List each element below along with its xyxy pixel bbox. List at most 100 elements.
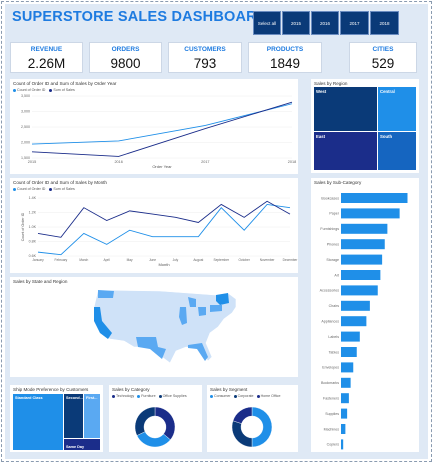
legend-item: Sum of Sales (49, 187, 75, 191)
shipmode-sameday-tile[interactable]: Same Day (64, 439, 100, 450)
donut-slice (154, 406, 176, 441)
shipmode-sameday-label: Same Day (66, 445, 85, 449)
category-label: Copiers (327, 443, 340, 447)
region-south-label: South (380, 134, 393, 139)
year-select-all-button[interactable]: Select all (253, 11, 281, 35)
florida-shape (188, 343, 208, 361)
donut-slice (251, 406, 273, 448)
subcategory-panel[interactable]: Sales by Sub-Category Bookcases Paper Furn… (311, 178, 419, 452)
year-2015-button[interactable]: 2015 (282, 11, 310, 35)
new-york-shape (216, 293, 229, 305)
month-chart-panel[interactable]: Count of Order ID and Sum of Sales by Mo… (10, 178, 298, 273)
legend-item: Sum of Sales (49, 88, 75, 92)
subcategory-bar (341, 377, 351, 388)
category-label: Bookcases (321, 196, 339, 200)
category-label: Supplies (325, 412, 339, 416)
x-tick-label: September (213, 258, 230, 262)
legend-dot-icon (49, 88, 53, 92)
legend-label: Office Supplies (162, 394, 187, 398)
kpi-revenue-card: REVENUE 2.26M (10, 42, 83, 73)
donut-slice (232, 406, 253, 424)
x-tick-label: October (239, 258, 251, 262)
us-map (93, 289, 237, 364)
kpi-orders-value: 9800 (110, 56, 141, 71)
y-tick-label: 2,000 (21, 141, 30, 145)
washington-shape (98, 290, 114, 298)
subcategory-bar (341, 285, 378, 296)
shipmode-second-tile[interactable]: Second... (64, 394, 83, 438)
region-panel[interactable]: Sales by Region West Central East South (311, 79, 419, 173)
donut-slice (134, 406, 156, 436)
legend-item: Office Supplies (158, 394, 187, 398)
shipmode-panel[interactable]: Ship Mode Preference by Customers Standa… (10, 385, 103, 452)
subcategory-bar (341, 270, 381, 280)
category-label: Labels (328, 335, 339, 339)
legend-label: Sum of Sales (53, 187, 75, 191)
subcategory-bar (341, 362, 354, 373)
legend-dot-icon (49, 187, 53, 191)
legend-dot-icon (233, 394, 237, 398)
category-label: Paper (329, 212, 339, 216)
legend-dot-icon (13, 187, 16, 191)
shipmode-first-tile[interactable]: First... (84, 394, 100, 438)
year-chart-title: Count of Order ID and Sum of Sales by Or… (13, 81, 117, 86)
map-panel[interactable]: Sales by State and Region (10, 277, 298, 377)
category-label: Furnishings (320, 227, 339, 231)
legend-label: Technology (116, 394, 135, 398)
y-tick-label: 1,500 (21, 156, 30, 160)
x-axis-title: Month (158, 262, 169, 267)
subcategory-bar (341, 208, 400, 219)
x-tick-label: November (260, 258, 276, 262)
year-chart-panel[interactable]: Count of Order ID and Sum of Sales by Or… (10, 79, 298, 174)
segment-legend: Consumer Corporate Home Office (210, 394, 280, 398)
donut-slice (231, 420, 253, 448)
region-central-tile[interactable]: Central (378, 87, 416, 131)
year-2016-button[interactable]: 2016 (311, 11, 339, 35)
category-label: Accessories (320, 289, 340, 293)
subcategory-bar (341, 439, 344, 450)
year-2018-button[interactable]: 2018 (370, 11, 399, 35)
subcategory-bar (341, 393, 349, 404)
legend-item: Furniture (137, 394, 156, 398)
category-label: Fasteners (323, 397, 339, 401)
category-label: Bookmarks (321, 381, 339, 385)
shipmode-title: Ship Mode Preference by Customers (13, 387, 89, 392)
region-south-tile[interactable]: South (378, 132, 416, 170)
subcategory-bar (341, 316, 367, 327)
kpi-products-value: 1849 (269, 56, 301, 71)
y-tick-label: 1.2K (29, 211, 37, 215)
category-panel[interactable]: Sales by Category Technology Furniture O… (109, 385, 202, 452)
legend-item: Consumer (210, 394, 231, 398)
legend-item: Corporate (233, 394, 254, 398)
subcategory-bar (341, 300, 370, 311)
category-label: Art (334, 273, 339, 277)
segment-title: Sales by Segment (210, 387, 248, 392)
subcategory-bar (341, 239, 385, 250)
x-tick-label: March (79, 258, 88, 262)
x-tick-label: February (55, 258, 68, 262)
kpi-orders-card: ORDERS 9800 (89, 42, 162, 73)
kpi-customers-label: CUSTOMERS (184, 46, 226, 53)
texas-shape (136, 337, 166, 359)
kpi-products-label: PRODUCTS (266, 46, 304, 53)
year-2017-button[interactable]: 2017 (340, 11, 369, 35)
subcategory-bar (341, 193, 408, 203)
series-line (31, 101, 293, 157)
category-legend: Technology Furniture Office Supplies (112, 394, 187, 398)
legend-dot-icon (256, 394, 260, 398)
legend-label: Count of Order ID (17, 187, 46, 191)
shipmode-standard-tile[interactable]: Standard Class (13, 394, 63, 450)
subcategory-bar (341, 424, 346, 434)
x-tick-label: January (32, 258, 44, 262)
region-east-tile[interactable]: East (314, 132, 377, 170)
category-label: Tables (329, 350, 340, 354)
region-west-tile[interactable]: West (314, 87, 377, 131)
x-tick-label: August (193, 258, 203, 262)
category-label: Storage (326, 258, 339, 262)
y-tick-label: 0.8K (29, 240, 37, 244)
kpi-cities-card: CITIES 529 (349, 42, 417, 73)
segment-panel[interactable]: Sales by Segment Consumer Corporate Home… (207, 385, 298, 452)
legend-item: Count of Order ID (13, 187, 45, 191)
y-tick-label: 1.0K (29, 225, 37, 229)
